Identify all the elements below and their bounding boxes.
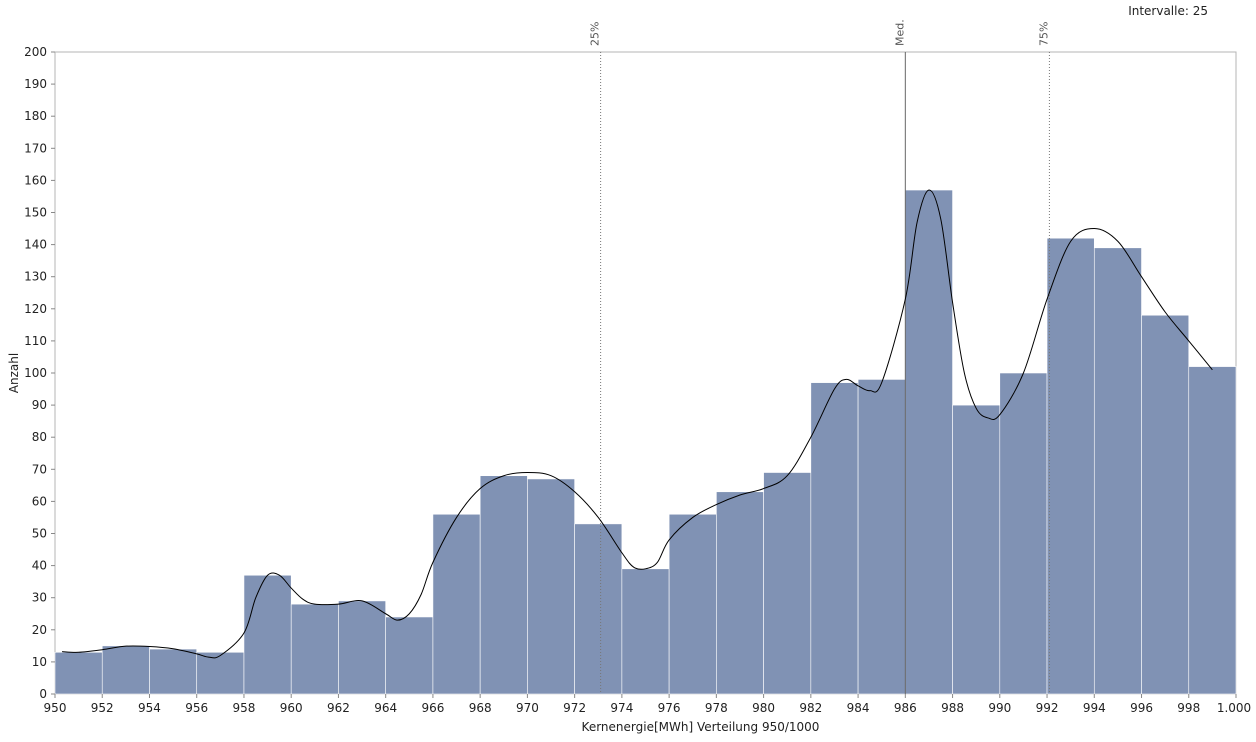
y-tick-label: 100 [24,366,47,380]
x-tick-label: 988 [941,701,964,715]
x-tick-label: 980 [752,701,775,715]
y-tick-label: 110 [24,334,47,348]
x-tick-label: 984 [847,701,870,715]
histogram-bar [905,189,953,695]
y-tick-label: 150 [24,206,47,220]
histogram-bar [290,603,339,695]
y-tick-label: 140 [24,238,47,252]
histogram-bar [716,491,764,695]
bars-group [54,189,1237,695]
x-tick-label: 994 [1083,701,1106,715]
histogram-bar [857,379,906,695]
y-tick-label: 90 [32,398,47,412]
histogram-bar [432,513,481,695]
histogram-bar [1093,247,1142,695]
histogram-bar [1141,314,1190,695]
y-tick-label: 60 [32,494,47,508]
histogram-bar [999,372,1048,695]
histogram-bar [668,513,717,695]
y-tick-label: 30 [32,591,47,605]
x-tick-label: 966 [421,701,444,715]
y-tick-label: 170 [24,141,47,155]
histogram-bar [54,651,103,695]
x-tick-label: 998 [1177,701,1200,715]
y-tick-label: 120 [24,302,47,316]
x-axis-title: Kernenergie[MWh] Verteilung 950/1000 [582,720,820,734]
histogram-bar [149,648,198,695]
histogram-bar [621,568,670,695]
density-curve [62,189,1213,659]
x-tick-label: 996 [1130,701,1153,715]
y-tick-label: 200 [24,45,47,59]
histogram-bar [196,651,245,695]
histogram-bar [763,472,812,695]
y-tick-label: 190 [24,77,47,91]
y-tick-label: 180 [24,109,47,123]
x-tick-label: 950 [44,701,67,715]
x-tick-label: 970 [516,701,539,715]
x-tick-label: 964 [374,701,397,715]
x-tick-label: 990 [988,701,1011,715]
y-tick-label: 160 [24,173,47,187]
x-tick-label: 952 [91,701,114,715]
x-tick-label: 956 [185,701,208,715]
marker-label: 25% [589,22,602,46]
x-tick-label: 982 [799,701,822,715]
marker-label: Med. [893,19,906,46]
x-tick-label: 976 [658,701,681,715]
y-tick-label: 10 [32,655,47,669]
y-tick-label: 40 [32,559,47,573]
x-tick-label: 972 [563,701,586,715]
y-tick-label: 130 [24,270,47,284]
x-tick-label: 974 [610,701,633,715]
x-tick-label: 960 [280,701,303,715]
y-tick-label: 70 [32,462,47,476]
marker-label: 75% [1037,22,1050,46]
y-tick-label: 50 [32,527,47,541]
histogram-bar [1188,366,1237,695]
x-tick-label: 968 [469,701,492,715]
histogram-bar [338,600,386,695]
histogram-bar [101,645,150,695]
x-tick-label: 958 [233,701,256,715]
x-tick-label: 992 [1036,701,1059,715]
histogram-bar [527,478,575,695]
intervals-label: Intervalle: 25 [1128,4,1208,18]
x-tick-label: 986 [894,701,917,715]
y-tick-label: 0 [39,687,47,701]
x-tick-label: 962 [327,701,350,715]
histogram-bar [243,574,292,695]
x-tick-label: 1.000 [1217,701,1251,715]
x-tick-label: 978 [705,701,728,715]
histogram-bar [574,523,623,695]
histogram-bar [1046,237,1095,695]
x-tick-label: 954 [138,701,161,715]
histogram-bar [952,404,1001,695]
y-tick-label: 80 [32,430,47,444]
histogram-bar [810,382,859,695]
histogram-bar [479,475,528,695]
y-axis-title: Anzahl [7,353,21,393]
y-tick-label: 20 [32,623,47,637]
histogram-bar [385,616,434,695]
